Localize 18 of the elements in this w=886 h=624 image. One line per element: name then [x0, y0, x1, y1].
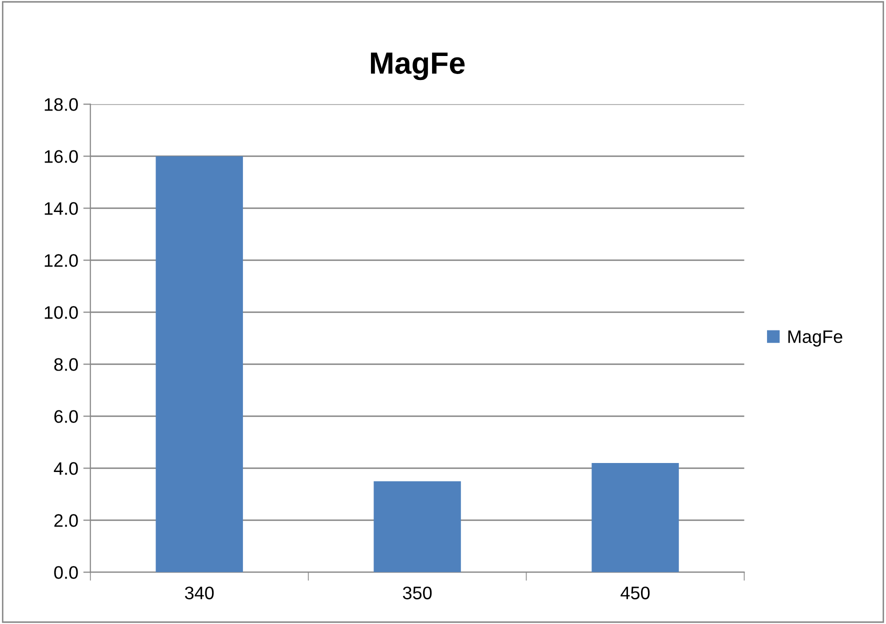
y-tick-label: 10.0	[44, 306, 78, 319]
y-tick-label: 14.0	[44, 202, 78, 215]
y-tick-label: 4.0	[54, 462, 78, 475]
y-tick-label: 6.0	[54, 410, 78, 423]
bar	[592, 463, 679, 572]
x-tick-label: 340	[184, 586, 214, 600]
y-tick-label: 12.0	[44, 254, 78, 267]
bar	[156, 156, 243, 572]
y-tick-label: 16.0	[44, 150, 78, 163]
y-tick-label: 2.0	[54, 514, 78, 527]
y-tick-label: 18.0	[44, 98, 78, 111]
y-tick-label: 8.0	[54, 358, 78, 371]
bar	[374, 481, 461, 572]
chart-title: MagFe	[370, 52, 465, 80]
x-tick-label: 350	[402, 586, 432, 600]
x-tick-label: 450	[620, 586, 650, 600]
y-tick-label: 0.0	[54, 566, 78, 579]
legend-label: MagFe	[788, 330, 842, 347]
